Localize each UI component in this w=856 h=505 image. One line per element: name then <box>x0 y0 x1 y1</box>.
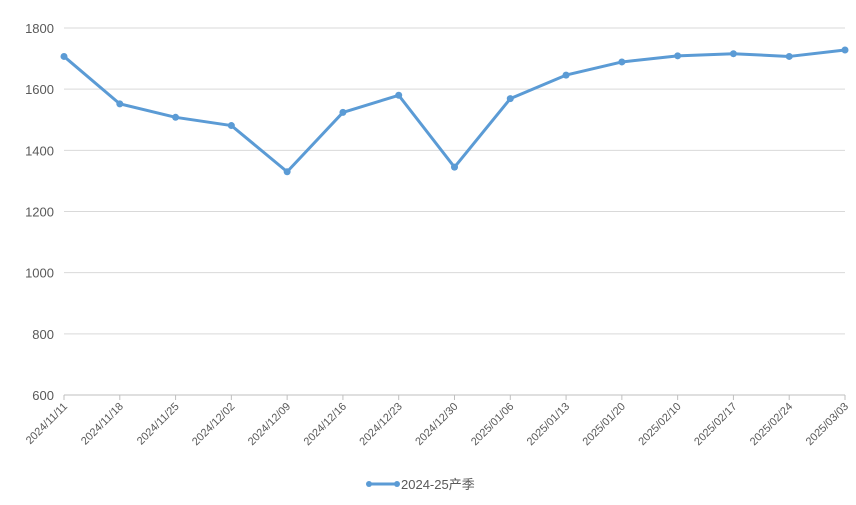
legend-label: 2024-25产季 <box>401 477 475 492</box>
data-point <box>562 71 570 79</box>
data-point <box>339 108 347 116</box>
x-tick-label: 2024/12/30 <box>413 401 460 448</box>
legend-marker <box>394 481 400 487</box>
x-tick-label: 2025/02/10 <box>636 401 683 448</box>
legend-marker <box>366 481 372 487</box>
data-point <box>785 52 793 60</box>
data-point <box>116 100 124 108</box>
x-tick-label: 2024/11/11 <box>24 401 70 447</box>
gridlines <box>64 27 845 396</box>
x-tick-label: 2024/12/16 <box>302 401 349 448</box>
x-tick-label: 2024/12/09 <box>246 401 293 448</box>
series-line <box>62 48 847 174</box>
data-point <box>506 95 514 103</box>
x-tick-label: 2024/11/25 <box>135 401 182 448</box>
data-point <box>729 50 737 58</box>
data-point <box>841 46 849 54</box>
y-tick-label: 1400 <box>25 143 54 158</box>
x-tick-label: 2024/11/18 <box>79 401 126 448</box>
x-axis: 2024/11/11 2024/11/18 2024/11/25 2024/12/02… <box>24 394 851 448</box>
data-point <box>227 122 235 130</box>
x-tick-label: 2025/01/13 <box>525 401 572 448</box>
y-tick-label: 600 <box>32 388 54 403</box>
x-tick-label: 2025/02/24 <box>748 401 795 448</box>
data-point <box>451 163 458 171</box>
y-tick-label: 1600 <box>25 82 54 97</box>
y-tick-label: 1200 <box>25 205 54 220</box>
data-point <box>674 52 682 60</box>
data-point <box>283 168 291 176</box>
data-point <box>618 58 626 66</box>
y-tick-label: 1800 <box>25 21 54 36</box>
data-point <box>60 52 68 60</box>
x-tick-label: 2024/12/02 <box>190 401 237 448</box>
legend: 2024-25产季 <box>366 477 475 492</box>
data-point <box>172 113 180 121</box>
y-tick-label: 800 <box>32 327 54 342</box>
y-axis: 600 800 1000 1200 1400 1600 1800 <box>25 21 54 403</box>
y-tick-label: 1000 <box>25 266 54 281</box>
x-tick-label: 2025/02/17 <box>692 401 739 448</box>
x-tick-label: 2025/01/20 <box>581 401 628 448</box>
x-tick-label: 2025/03/03 <box>804 401 851 448</box>
x-tick-label: 2025/01/06 <box>469 401 516 448</box>
x-tick-label: 2024/12/23 <box>357 401 404 448</box>
plot-area <box>60 46 849 176</box>
data-point <box>395 91 403 99</box>
